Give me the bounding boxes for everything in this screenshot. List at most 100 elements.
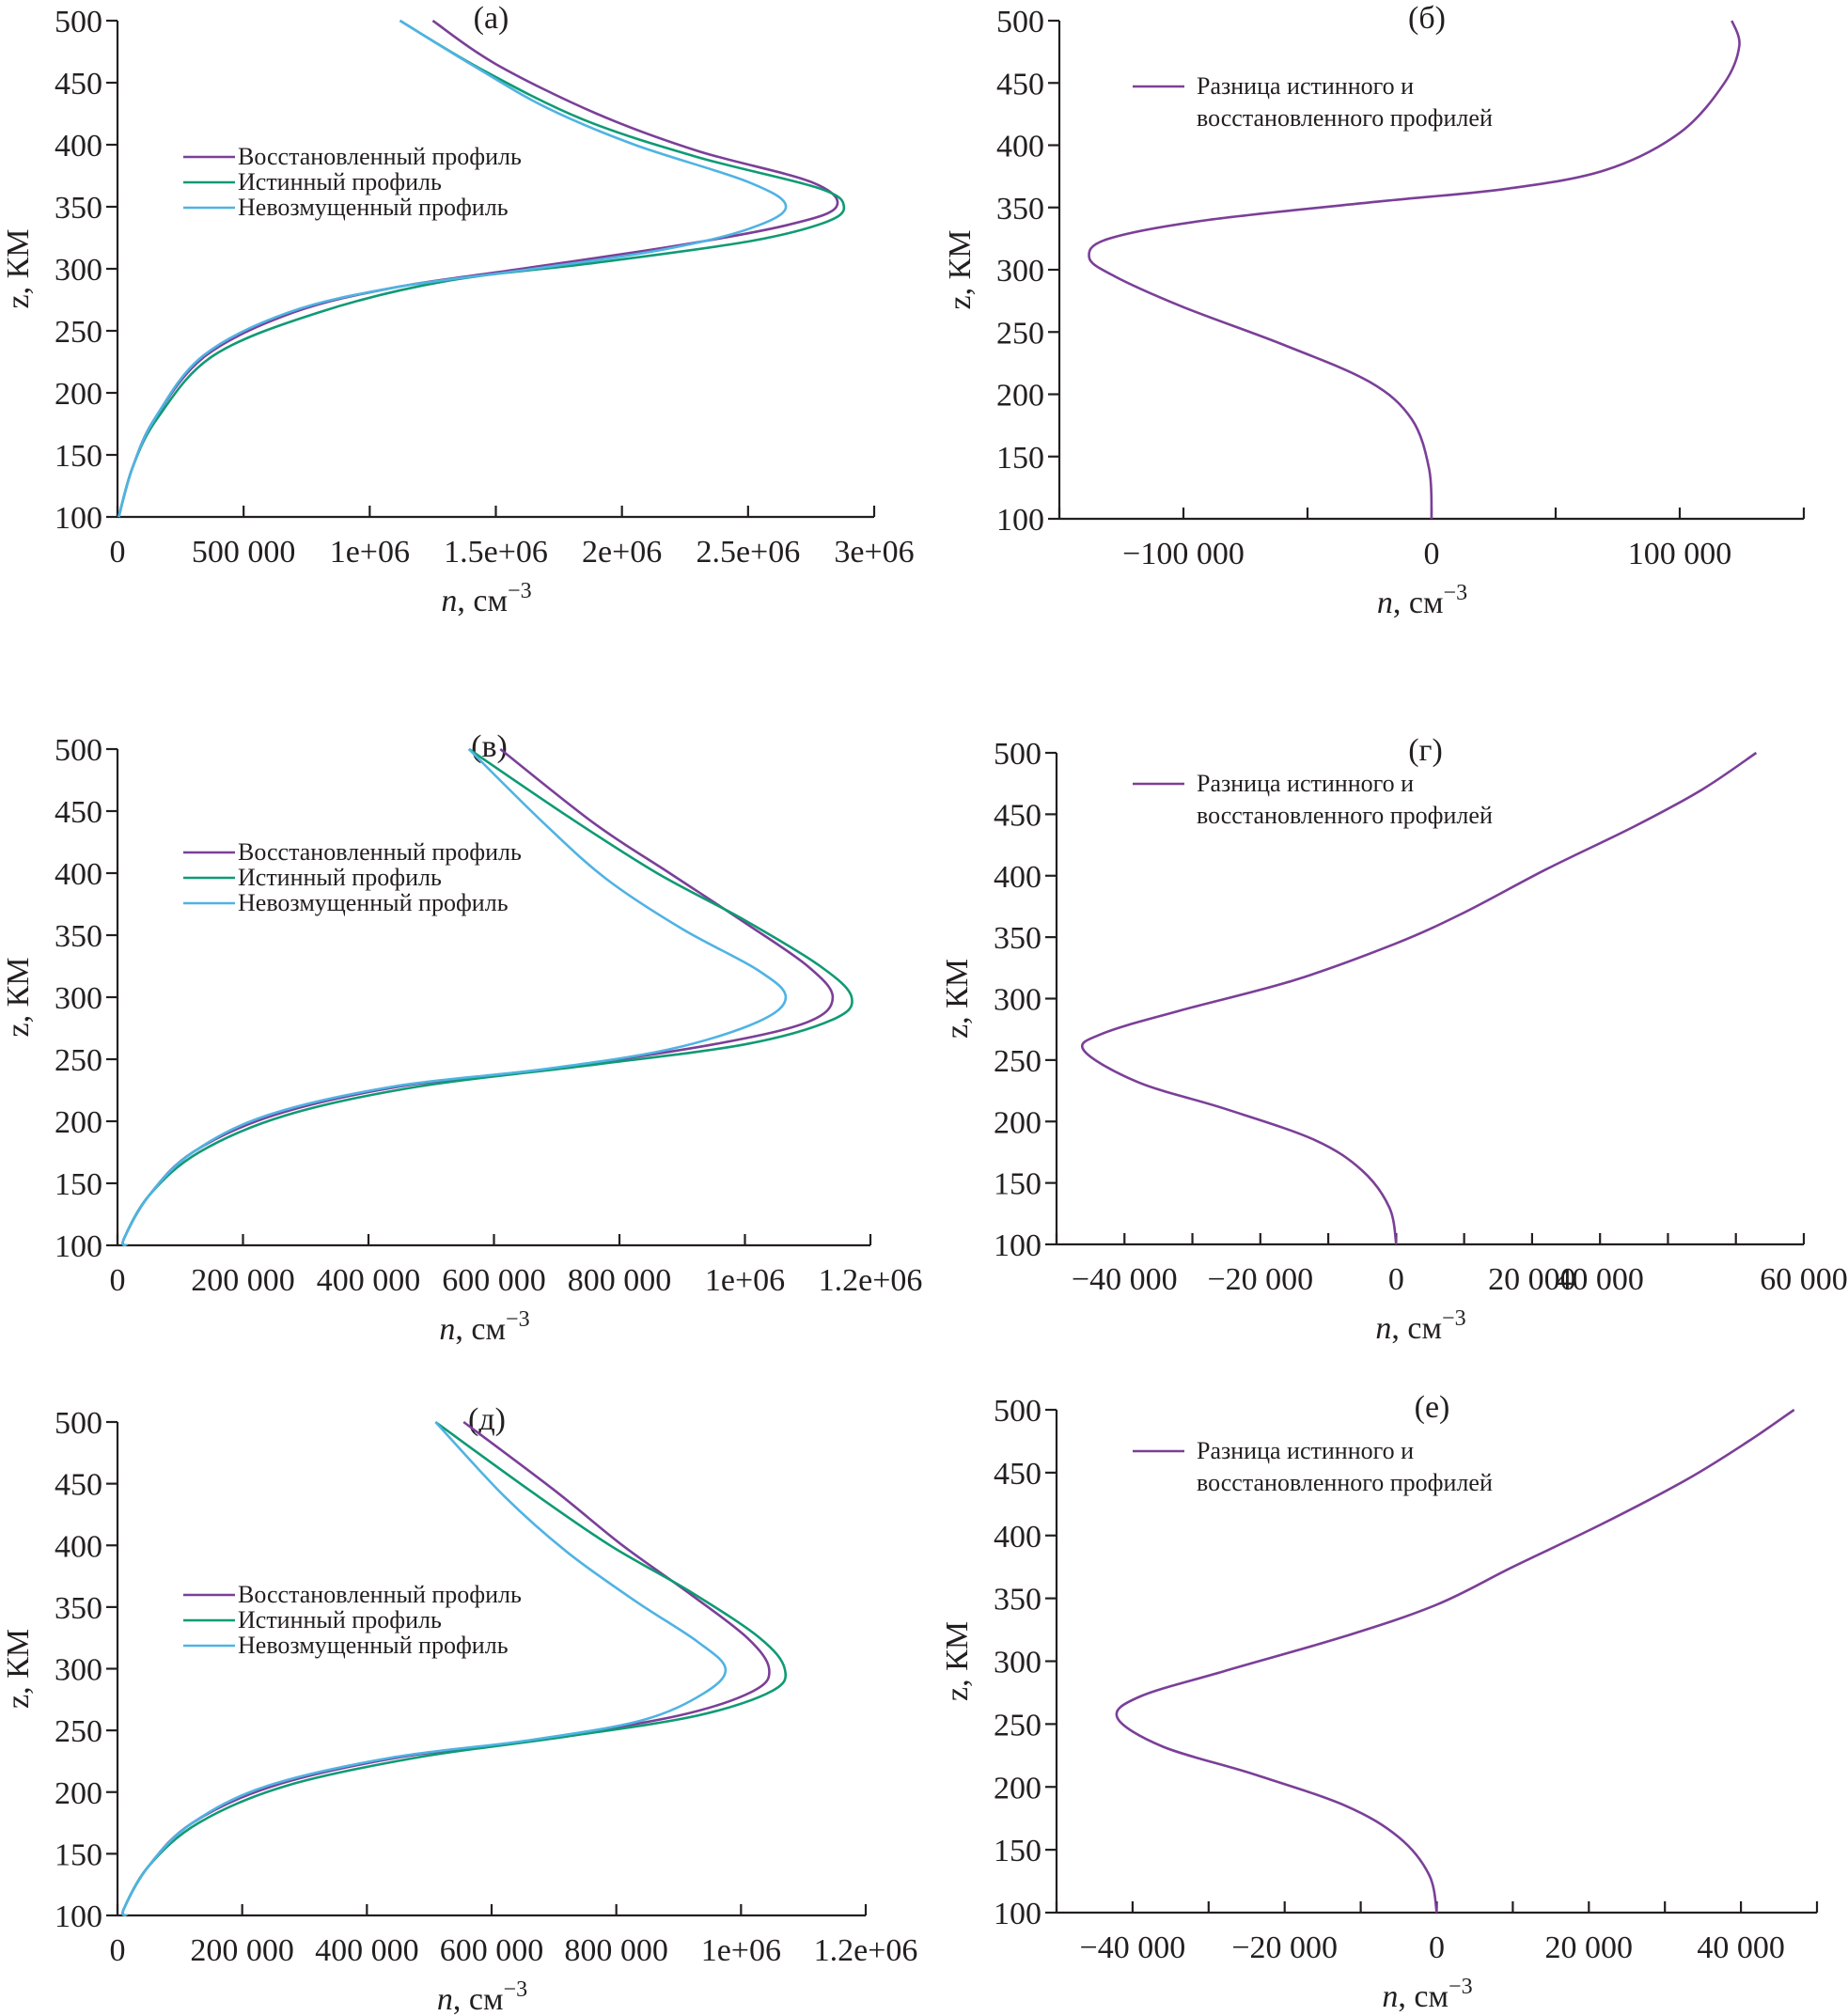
y-tick-label: 300	[55, 981, 102, 1016]
x-axis-title: n, см−3	[439, 1307, 529, 1347]
legend: Разница истинного и восстановленного проф…	[1133, 770, 1493, 829]
y-tick-label: 350	[55, 919, 102, 954]
x-tick-label: 200 000	[191, 1263, 295, 1298]
legend-entry: Истинный профиль	[238, 168, 442, 195]
x-axis-var: n	[437, 1982, 453, 2016]
y-tick-label: 100	[994, 1897, 1041, 1931]
x-tick-label: 1.2e+06	[819, 1263, 923, 1298]
y-tick-label: 300	[55, 1653, 102, 1688]
y-tick-label: 250	[55, 1714, 102, 1749]
y-tick-label: 450	[994, 798, 1041, 833]
legend-entry: Невозмущенный профиль	[238, 194, 509, 221]
legend-entry: Истинный профиль	[238, 864, 442, 891]
x-axis-title: n, см−3	[1382, 1975, 1472, 2014]
y-tick-label: 250	[996, 316, 1044, 351]
legend-entry-line2: восстановленного профилей	[1197, 104, 1493, 132]
x-tick-label: 0	[1429, 1930, 1445, 1965]
x-tick-label: −40 000	[1080, 1930, 1186, 1965]
x-axis-exp: −3	[1444, 581, 1468, 605]
series-line-difference	[1088, 20, 1741, 520]
y-tick-label: 250	[994, 1708, 1041, 1743]
y-tick-label: 150	[994, 1167, 1041, 1202]
x-tick-label: 600 000	[442, 1263, 546, 1298]
x-axis-unit: , см	[457, 584, 508, 618]
x-tick-label: 800 000	[564, 1933, 668, 1968]
x-tick-label: 0	[110, 535, 126, 570]
x-axis-var: n	[441, 584, 457, 618]
x-tick-label: 800 000	[568, 1263, 672, 1298]
series-line-reconstructed	[117, 19, 839, 518]
y-axis-title: z, КМ	[1, 1629, 36, 1709]
x-tick-label: 3e+06	[834, 535, 914, 570]
x-tick-label: 1e+06	[330, 535, 410, 570]
x-tick-label: 40 000	[1556, 1262, 1644, 1297]
x-tick-label: 20 000	[1488, 1262, 1576, 1297]
x-axis-unit: , см	[1393, 586, 1444, 620]
x-tick-label: 200 000	[190, 1933, 294, 1968]
x-tick-label: 0	[1424, 537, 1440, 571]
panel-label: (в)	[471, 729, 508, 764]
x-tick-label: 0	[110, 1933, 126, 1968]
y-tick-label: 150	[996, 441, 1044, 476]
x-axis-exp: −3	[1449, 1975, 1473, 1999]
x-axis-exp: −3	[504, 1977, 528, 2002]
y-tick-label: 100	[55, 1899, 102, 1934]
x-axis-var: n	[1375, 1311, 1391, 1346]
series-line-true	[121, 1420, 788, 1917]
x-tick-label: −40 000	[1072, 1262, 1178, 1297]
legend-entry: Истинный профиль	[238, 1606, 442, 1633]
x-tick-label: 40 000	[1697, 1930, 1785, 1965]
y-tick-label: 200	[994, 1771, 1041, 1805]
y-tick-label: 250	[55, 315, 102, 350]
y-tick-label: 350	[55, 1591, 102, 1626]
x-axis-title: n, см−3	[441, 579, 531, 618]
panel-d: 100 150 200 250 300 350 400 450 500 0 200 000 400 0…	[1, 1402, 917, 2016]
legend-entry-line2: восстановленного профилей	[1197, 1469, 1493, 1496]
y-tick-label: 150	[55, 1837, 102, 1872]
y-tick-label: 350	[996, 192, 1044, 227]
series-line-difference	[1081, 751, 1758, 1245]
series-line-unperturbed	[121, 748, 788, 1247]
series-line-reconstructed	[121, 747, 835, 1247]
y-tick-label: 250	[55, 1043, 102, 1078]
x-tick-label: 400 000	[317, 1263, 421, 1298]
y-tick-label: 400	[996, 130, 1044, 164]
series-line-true	[121, 747, 854, 1247]
x-axis-var: n	[439, 1312, 455, 1347]
y-tick-label: 300	[994, 1646, 1041, 1680]
y-tick-label: 350	[994, 921, 1041, 956]
y-tick-label: 450	[55, 67, 102, 102]
legend: Разница истинного и восстановленного проф…	[1133, 72, 1493, 132]
legend-entry-line1: Разница истинного и	[1197, 770, 1414, 797]
x-axis-title: n, см−3	[1375, 1306, 1465, 1346]
panel-b: 100 150 200 250 300 350 400 450 500 −100 000 0 100 …	[943, 1, 1806, 620]
panel-a: 100 150 200 250 300 350 400 450 500 0 500 000 1e+06…	[1, 1, 915, 618]
x-axis-unit: , см	[455, 1312, 506, 1347]
x-tick-label: 1e+06	[705, 1263, 785, 1298]
legend-entry-line2: восстановленного профилей	[1197, 802, 1493, 829]
series-line-unperturbed	[117, 19, 788, 518]
y-tick-label: 300	[996, 254, 1044, 289]
y-axis-title: z, КМ	[940, 959, 975, 1039]
y-tick-label: 350	[55, 191, 102, 226]
panel-v: 100 150 200 250 300 350 400 450 500 0 200 000 400 0…	[1, 729, 922, 1347]
x-tick-label: 60 000	[1760, 1262, 1848, 1297]
x-axis-unit: , см	[1398, 1979, 1449, 2014]
y-axis-title: z, КМ	[940, 1621, 975, 1701]
x-tick-label: 100 000	[1628, 537, 1732, 571]
x-tick-label: −20 000	[1207, 1262, 1313, 1297]
legend-entry: Невозмущенный профиль	[238, 889, 509, 916]
y-tick-label: 350	[994, 1583, 1041, 1617]
y-tick-label: 450	[994, 1457, 1041, 1492]
x-tick-label: 1e+06	[701, 1933, 781, 1968]
y-tick-label: 200	[994, 1105, 1041, 1140]
y-tick-label: 400	[994, 860, 1041, 895]
panel-e: 100 150 200 250 300 350 400 450 500 −40 000 −20 00…	[940, 1390, 1819, 2014]
y-axis-title: z, КМ	[1, 229, 36, 309]
legend-entry-line1: Разница истинного и	[1197, 1437, 1414, 1464]
y-tick-label: 500	[55, 1406, 102, 1441]
legend: Разница истинного и восстановленного проф…	[1133, 1437, 1493, 1496]
x-axis-exp: −3	[506, 1307, 530, 1332]
